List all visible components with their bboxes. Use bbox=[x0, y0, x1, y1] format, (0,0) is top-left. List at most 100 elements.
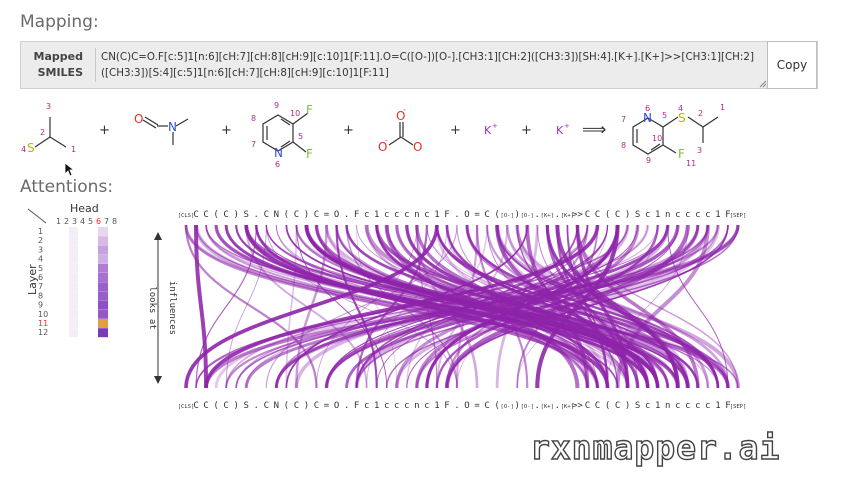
head-number[interactable]: 5 bbox=[88, 217, 93, 226]
token-bottom[interactable]: c bbox=[404, 401, 409, 411]
token-top[interactable]: [K+] bbox=[561, 213, 574, 219]
head-number[interactable]: 7 bbox=[104, 217, 109, 226]
token-top[interactable]: n bbox=[665, 210, 670, 220]
layer-number[interactable]: 9 bbox=[38, 301, 43, 310]
token-top[interactable]: [SEP] bbox=[730, 213, 747, 219]
token-bottom[interactable]: c bbox=[695, 401, 700, 411]
token-bottom[interactable]: [O-] bbox=[521, 404, 534, 410]
layer-number[interactable]: 4 bbox=[38, 255, 43, 264]
token-bottom[interactable]: c bbox=[424, 401, 429, 411]
head-cell-selected-column[interactable] bbox=[98, 319, 108, 328]
token-top[interactable]: S bbox=[635, 210, 640, 220]
layer-number[interactable]: 2 bbox=[38, 236, 43, 245]
token-top[interactable]: C bbox=[595, 210, 600, 220]
token-bottom[interactable]: n bbox=[665, 401, 670, 411]
token-top[interactable]: c bbox=[424, 210, 429, 220]
token-bottom[interactable]: 1 bbox=[655, 401, 660, 411]
head-cell[interactable] bbox=[69, 309, 78, 319]
token-top[interactable]: ( bbox=[605, 210, 610, 220]
token-top[interactable]: 1 bbox=[434, 210, 439, 220]
token-bottom[interactable]: C bbox=[484, 401, 489, 411]
head-cell[interactable] bbox=[69, 328, 78, 338]
token-top[interactable]: . bbox=[254, 210, 259, 220]
token-top[interactable]: c bbox=[364, 210, 369, 220]
head-cell-selected-column[interactable] bbox=[98, 328, 108, 338]
head-cell[interactable] bbox=[69, 291, 78, 301]
token-top[interactable]: [O-] bbox=[501, 213, 514, 219]
token-top[interactable]: ( bbox=[284, 210, 289, 220]
token-bottom[interactable]: C bbox=[294, 401, 299, 411]
token-top[interactable]: c bbox=[394, 210, 399, 220]
head-cell[interactable] bbox=[69, 236, 78, 246]
head-cell-selected-column[interactable] bbox=[98, 273, 108, 282]
token-top[interactable]: F bbox=[354, 210, 359, 220]
token-bottom[interactable]: F bbox=[725, 401, 730, 411]
token-bottom[interactable]: 1 bbox=[374, 401, 379, 411]
token-top[interactable]: = bbox=[324, 210, 330, 220]
token-bottom[interactable]: C bbox=[203, 401, 208, 411]
mapped-smiles-text[interactable]: CN(C)C=O.F[c:5]1[n:6][cH:7][cH:8][cH:9][… bbox=[101, 51, 754, 79]
token-top[interactable]: [K+] bbox=[541, 213, 554, 219]
token-top[interactable]: F bbox=[725, 210, 730, 220]
token-bottom[interactable]: . bbox=[454, 401, 459, 411]
layer-number[interactable]: 10 bbox=[38, 310, 48, 319]
token-top[interactable]: ) bbox=[304, 210, 309, 220]
token-top[interactable]: ( bbox=[213, 210, 218, 220]
token-top[interactable]: C bbox=[264, 210, 269, 220]
token-bottom[interactable]: c bbox=[364, 401, 369, 411]
token-bottom[interactable]: ) bbox=[233, 401, 238, 411]
token-top[interactable]: N bbox=[274, 210, 279, 220]
token-bottom[interactable]: O bbox=[464, 401, 469, 411]
token-top[interactable]: C bbox=[203, 210, 208, 220]
head-cell-selected-column[interactable] bbox=[98, 300, 108, 310]
head-number[interactable]: 8 bbox=[112, 217, 117, 226]
token-bottom[interactable]: C bbox=[615, 401, 620, 411]
token-bottom[interactable]: [K+] bbox=[541, 404, 554, 410]
token-bottom[interactable]: >> bbox=[572, 401, 583, 411]
token-bottom[interactable]: ) bbox=[514, 401, 519, 411]
token-top[interactable]: [O-] bbox=[521, 213, 534, 219]
token-bottom[interactable]: O bbox=[334, 401, 339, 411]
token-bottom[interactable]: 1 bbox=[434, 401, 439, 411]
token-bottom[interactable]: C bbox=[314, 401, 319, 411]
head-number[interactable]: 2 bbox=[64, 217, 69, 226]
token-bottom[interactable]: . bbox=[344, 401, 349, 411]
token-top[interactable]: 1 bbox=[655, 210, 660, 220]
token-bottom[interactable]: c bbox=[675, 401, 680, 411]
token-bottom[interactable]: . bbox=[535, 401, 540, 411]
head-number[interactable]: 1 bbox=[56, 217, 61, 226]
layer-number[interactable]: 3 bbox=[38, 245, 43, 254]
token-bottom[interactable]: = bbox=[324, 401, 330, 411]
token-bottom[interactable]: C bbox=[223, 401, 228, 411]
token-top[interactable]: . bbox=[344, 210, 349, 220]
token-bottom[interactable]: [CLS] bbox=[178, 404, 195, 410]
token-top[interactable]: 1 bbox=[374, 210, 379, 220]
token-top[interactable]: c bbox=[695, 210, 700, 220]
token-bottom[interactable]: F bbox=[354, 401, 359, 411]
layer-number[interactable]: 12 bbox=[38, 328, 48, 337]
token-bottom[interactable]: ) bbox=[304, 401, 309, 411]
token-top[interactable]: C bbox=[484, 210, 489, 220]
mapped-smiles-field[interactable]: Mapped SMILES CN(C)C=O.F[c:5]1[n:6][cH:7… bbox=[20, 41, 818, 89]
head-cell[interactable] bbox=[69, 263, 78, 273]
token-top[interactable]: c bbox=[645, 210, 650, 220]
layer-number[interactable]: 8 bbox=[38, 291, 43, 300]
token-bottom[interactable]: . bbox=[254, 401, 259, 411]
token-bottom[interactable]: S bbox=[635, 401, 640, 411]
token-bottom[interactable]: = bbox=[474, 401, 480, 411]
token-top[interactable]: . bbox=[535, 210, 540, 220]
head-cell[interactable] bbox=[69, 319, 78, 328]
token-top[interactable]: ( bbox=[494, 210, 499, 220]
token-top[interactable]: = bbox=[474, 210, 480, 220]
token-top[interactable]: [CLS] bbox=[178, 213, 195, 219]
head-cell[interactable] bbox=[69, 300, 78, 310]
head-cell[interactable] bbox=[69, 282, 78, 292]
token-top[interactable]: ) bbox=[625, 210, 630, 220]
token-top[interactable]: O bbox=[464, 210, 469, 220]
token-top[interactable]: 1 bbox=[715, 210, 720, 220]
token-top[interactable]: . bbox=[555, 210, 560, 220]
layer-number[interactable]: 5 bbox=[38, 264, 43, 273]
head-cell[interactable] bbox=[69, 227, 78, 236]
copy-button[interactable]: Copy bbox=[767, 41, 817, 89]
token-bottom[interactable]: N bbox=[274, 401, 279, 411]
